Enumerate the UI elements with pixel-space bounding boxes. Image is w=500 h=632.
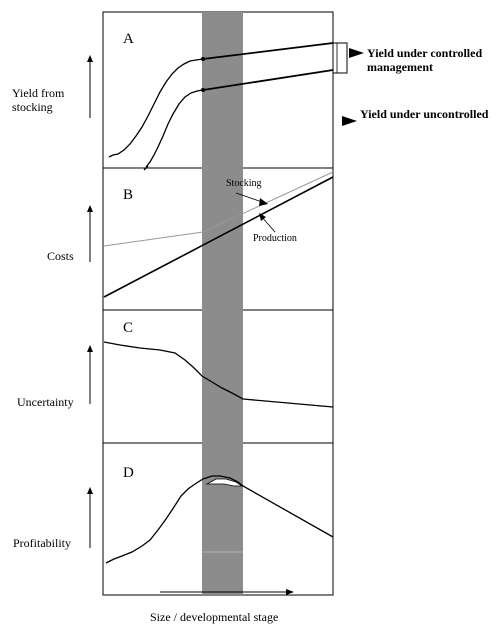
band-entry-point-uncontrolled [201, 88, 205, 92]
yield-bracket [333, 42, 348, 74]
ylabel-costs: Costs [47, 249, 74, 263]
controlled-pointer-arrow [349, 48, 364, 58]
y-arrow-yield [87, 55, 93, 118]
ylabel-uncertainty: Uncertainty [17, 395, 74, 409]
yield-uncontrolled-extension [202, 69, 334, 91]
panel-letter-d: D [123, 465, 134, 481]
ylabel-profitability: Profitability [13, 536, 71, 550]
yield-uncontrolled-curve [145, 89, 204, 168]
profitability-cap [205, 478, 244, 487]
uncontrolled-pointer-arrow [342, 116, 357, 126]
label-production: Production [253, 233, 297, 244]
yield-controlled-curve [108, 58, 204, 158]
y-arrow-profitability [87, 487, 93, 548]
x-arrow [160, 589, 294, 595]
uncertainty-curve [103, 341, 334, 408]
panel-letter-c: C [123, 320, 134, 336]
stocking-cost-line [103, 171, 334, 247]
profitability-curve [105, 475, 334, 564]
band-entry-point-controlled [201, 57, 205, 61]
y-arrow-uncertainty [87, 345, 93, 404]
label-stocking: Stocking [226, 178, 262, 189]
y-arrow-costs [87, 205, 93, 262]
shelf-mark [143, 165, 149, 171]
production-pointer-head [259, 213, 266, 221]
panel-letter-b: B [123, 187, 134, 203]
panel-letter-a: A [123, 31, 134, 47]
label-yield-uncontrolled: Yield under uncontrolled [360, 107, 489, 121]
shaded-band [202, 12, 243, 595]
yield-controlled-extension [202, 42, 334, 60]
production-cost-line [103, 176, 334, 298]
ylabel-yield: Yield from stocking [12, 86, 65, 114]
label-yield-controlled: Yield under controlled management [367, 46, 483, 74]
x-axis-label: Size / developmental stage [150, 610, 279, 624]
stocking-pointer-head [259, 198, 268, 206]
